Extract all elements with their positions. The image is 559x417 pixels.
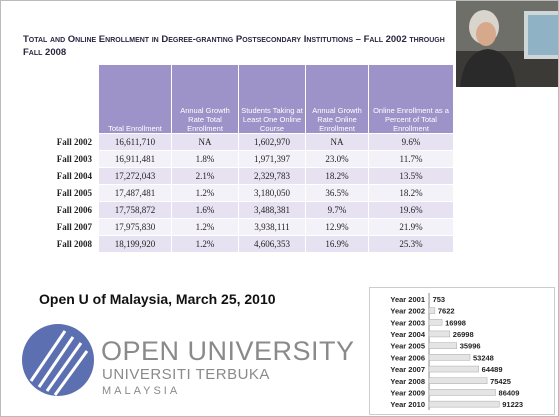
table-cell: 2,329,783	[239, 168, 305, 184]
table-cell: 17,758,872	[99, 202, 171, 218]
table-cell: 17,487,481	[99, 185, 171, 201]
table-cell: 1,971,397	[239, 151, 305, 167]
logo-emblem	[22, 324, 94, 396]
table-cell: 1.2%	[172, 236, 238, 252]
table-cell: 19.6%	[369, 202, 453, 218]
bar	[428, 330, 451, 338]
photo	[456, 1, 558, 87]
table-cell: 18.2%	[306, 168, 368, 184]
table-cell: 17,272,043	[99, 168, 171, 184]
bar	[428, 377, 488, 384]
bar	[428, 307, 436, 314]
value-label: 16998	[445, 318, 466, 327]
row-label: Fall 2002	[42, 134, 98, 150]
value-label: 86409	[499, 388, 520, 397]
table-cell: NA	[306, 134, 368, 150]
table-cell: 3,180,050	[239, 185, 305, 201]
bar	[428, 400, 500, 408]
row-label: Fall 2007	[42, 219, 98, 235]
table-cell: 18.2%	[369, 185, 453, 201]
value-label: 53248	[473, 353, 494, 362]
table-cell: 3,488,381	[239, 202, 305, 218]
logo-subname: UNIVERSITI TERBUKA	[102, 366, 270, 383]
category-label: Year 2004	[390, 330, 425, 339]
table-cell: 17,975,830	[99, 219, 171, 235]
table-cell: 16,611,710	[99, 134, 171, 150]
table-cell: 23.0%	[306, 151, 368, 167]
row-label: Fall 2005	[42, 185, 98, 201]
bar	[428, 354, 471, 361]
table-cell: NA	[172, 134, 238, 150]
row-label: Fall 2004	[42, 168, 98, 184]
bar	[428, 319, 443, 326]
table-cell: 1.2%	[172, 185, 238, 201]
table-cell: 2.1%	[172, 168, 238, 184]
table-cell: 12.9%	[306, 219, 368, 235]
table-row: Fall 2006 17,758,872 1.6% 3,488,381 9.7% 19.6…	[42, 202, 453, 218]
title: Total and Online Enrollment in Degree-gr…	[23, 34, 445, 58]
table-cell: 16,911,481	[99, 151, 171, 167]
category-label: Year 2006	[390, 353, 425, 362]
row-label: Fall 2006	[42, 202, 98, 218]
row-label: Fall 2008	[42, 236, 98, 252]
logo-name: OPEN UNIVERSITY	[101, 336, 355, 366]
logo-country: MALAYSIA	[102, 385, 181, 397]
bar	[428, 389, 496, 396]
bar	[428, 365, 479, 373]
table-row: Fall 2004 17,272,043 2.1% 2,329,783 18.2% 13.…	[42, 168, 453, 184]
table-cell: 25.3%	[369, 236, 453, 252]
enrollment-table: Total Enrollment Annual Growth Rate Total…	[41, 64, 454, 253]
bar	[428, 342, 457, 349]
column-header: Annual Growth Rate Total Enrollment	[172, 65, 238, 133]
category-label: Year 2009	[390, 388, 425, 397]
table-cell: 1.2%	[172, 219, 238, 235]
value-label: 35996	[460, 342, 481, 351]
category-label: Year 2010	[390, 400, 425, 409]
value-label: 26998	[453, 330, 474, 339]
table-cell: 16.9%	[306, 236, 368, 252]
category-label: Year 2002	[390, 307, 425, 316]
category-label: Year 2001	[390, 295, 425, 304]
table-row: Fall 2005 17,487,481 1.2% 3,180,050 36.5% 18.…	[42, 185, 453, 201]
table-cell: 1.8%	[172, 151, 238, 167]
bar	[428, 295, 430, 303]
table-cell: 36.5%	[306, 185, 368, 201]
column-header: Total Enrollment	[99, 65, 171, 133]
table-row: Fall 2008 18,199,920 1.2% 4,606,353 16.9% 25.…	[42, 236, 453, 252]
table-cell: 21.9%	[369, 219, 453, 235]
category-label: Year 2008	[390, 377, 425, 386]
value-label: 753	[433, 295, 446, 304]
category-label: Year 2003	[390, 318, 425, 327]
table-cell: 1,602,970	[239, 134, 305, 150]
row-label: Fall 2003	[42, 151, 98, 167]
column-header: Online Enrollment as a Percent of Total …	[369, 65, 453, 133]
value-label: 64489	[482, 365, 503, 374]
column-header: Annual Growth Rate Online Enrollment	[306, 65, 368, 133]
table-cell: 9.6%	[369, 134, 453, 150]
table-cell: 3,938,111	[239, 219, 305, 235]
category-label: Year 2007	[390, 365, 425, 374]
table-cell: 9.7%	[306, 202, 368, 218]
bar-chart: Year 2001 753 Year 2002 7622 Year 2003 16998 Y…	[369, 287, 555, 415]
table-cell: 13.5%	[369, 168, 453, 184]
category-label: Year 2005	[390, 342, 425, 351]
table-cell: 4,606,353	[239, 236, 305, 252]
value-label: 75425	[490, 377, 511, 386]
value-label: 91223	[502, 400, 523, 409]
column-header: Students Taking at Least One Online Cour…	[239, 65, 305, 133]
table-row: Fall 2007 17,975,830 1.2% 3,938,111 12.9% 21.…	[42, 219, 453, 235]
table-cell: 18,199,920	[99, 236, 171, 252]
table-row: Fall 2002 16,611,710 NA 1,602,970 NA 9.6%	[42, 134, 453, 150]
table-row: Fall 2003 16,911,481 1.8% 1,971,397 23.0% 11.…	[42, 151, 453, 167]
caption: Open U of Malaysia, March 25, 2010	[39, 291, 276, 307]
table-cell: 1.6%	[172, 202, 238, 218]
value-label: 7622	[438, 307, 455, 316]
table-cell: 11.7%	[369, 151, 453, 167]
